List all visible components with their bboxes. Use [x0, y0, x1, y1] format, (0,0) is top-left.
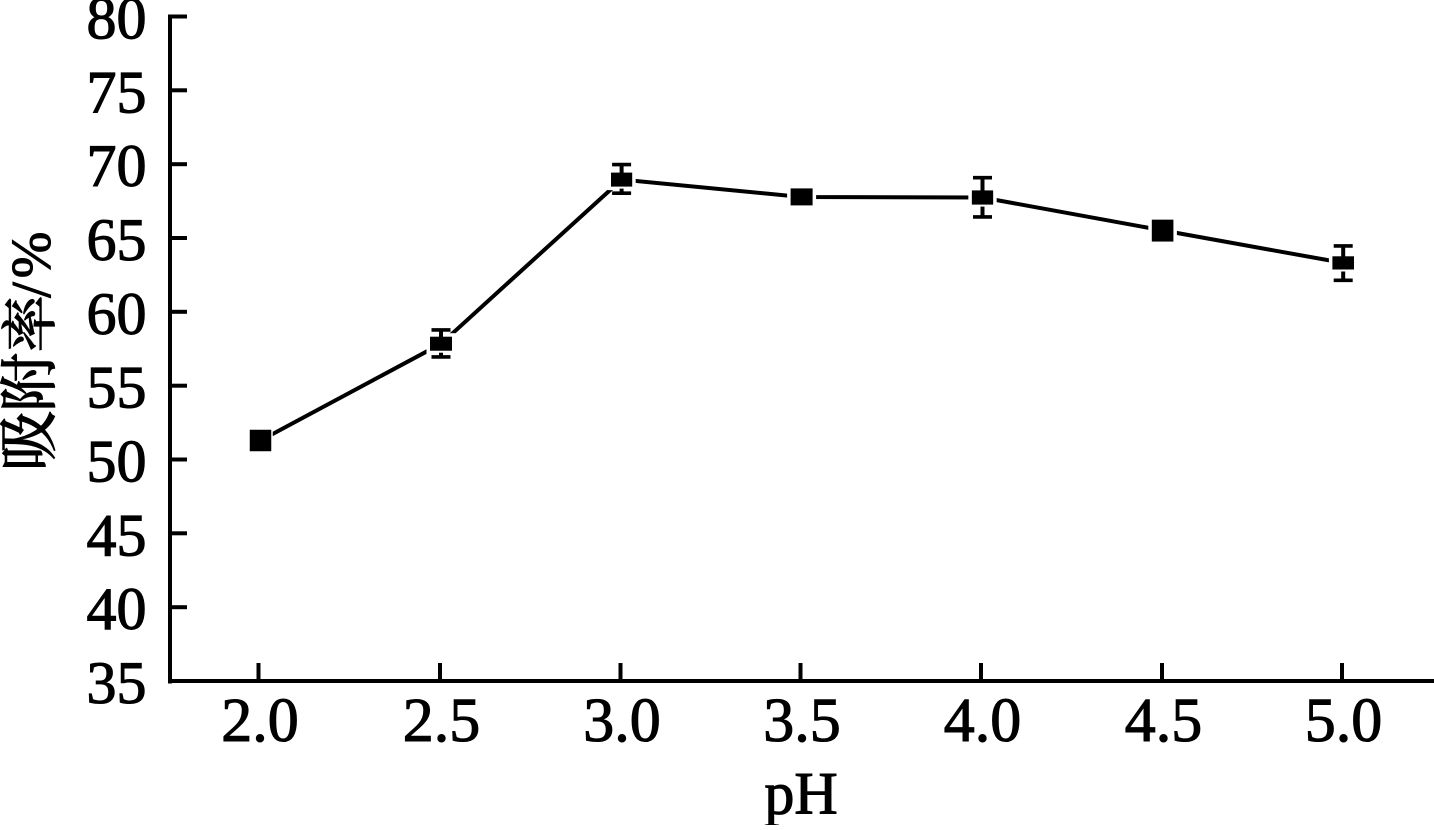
svg-text:60: 60: [87, 281, 147, 347]
svg-text:%: %: [1, 232, 63, 279]
svg-text:2.5: 2.5: [403, 687, 481, 755]
svg-text:2.0: 2.0: [221, 687, 299, 755]
svg-text:50: 50: [87, 429, 147, 495]
svg-text:80: 80: [87, 0, 147, 52]
svg-text:65: 65: [87, 207, 147, 273]
svg-text:45: 45: [87, 502, 147, 568]
svg-text:70: 70: [87, 133, 147, 199]
svg-text:4.5: 4.5: [1125, 687, 1203, 755]
svg-text:3.5: 3.5: [763, 687, 841, 755]
svg-text:/: /: [1, 282, 63, 298]
svg-text:pH: pH: [764, 761, 837, 826]
svg-text:55: 55: [87, 355, 147, 421]
svg-text:75: 75: [87, 59, 147, 125]
svg-text:3.0: 3.0: [583, 687, 661, 755]
svg-text:5.0: 5.0: [1305, 687, 1383, 755]
svg-text:35: 35: [87, 650, 147, 716]
svg-text:40: 40: [87, 576, 147, 642]
svg-text:4.0: 4.0: [944, 687, 1022, 755]
